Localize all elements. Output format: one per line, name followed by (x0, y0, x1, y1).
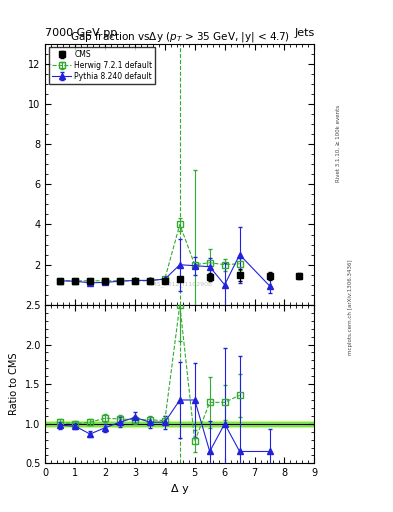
Text: CMS_2012_I1102908: CMS_2012_I1102908 (147, 281, 212, 287)
Bar (45, 420, 314, 427)
X-axis label: Δ y: Δ y (171, 484, 189, 494)
Text: Rivet 3.1.10, ≥ 100k events: Rivet 3.1.10, ≥ 100k events (336, 105, 341, 182)
Text: 7000 GeV pp: 7000 GeV pp (45, 28, 118, 38)
Text: mcplots.cern.ch [arXiv:1306.3436]: mcplots.cern.ch [arXiv:1306.3436] (348, 260, 353, 355)
Legend: CMS, Herwig 7.2.1 default, Pythia 8.240 default: CMS, Herwig 7.2.1 default, Pythia 8.240 … (49, 47, 155, 84)
Bar (45, 422, 314, 426)
Text: Jets: Jets (294, 28, 314, 38)
Y-axis label: Ratio to CMS: Ratio to CMS (9, 353, 19, 415)
Title: Gap fraction vs$\Delta$y ($p_{T}$ > 35 GeV, |y| < 4.7): Gap fraction vs$\Delta$y ($p_{T}$ > 35 G… (70, 30, 290, 44)
